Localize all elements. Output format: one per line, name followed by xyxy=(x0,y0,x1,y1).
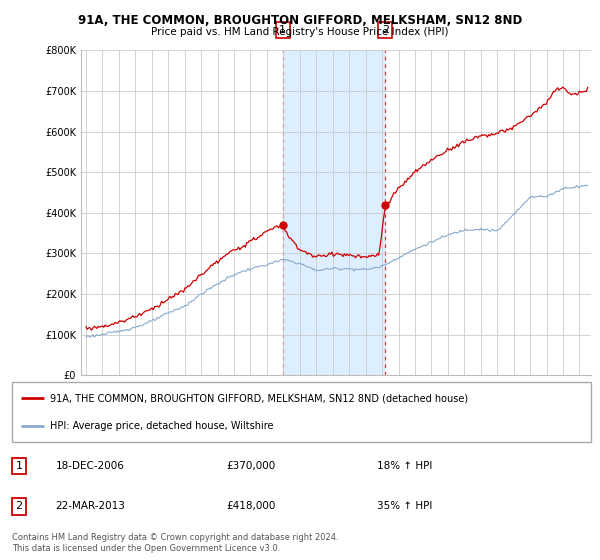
Text: 22-MAR-2013: 22-MAR-2013 xyxy=(55,501,125,511)
Text: 1: 1 xyxy=(279,25,286,35)
Text: 18-DEC-2006: 18-DEC-2006 xyxy=(55,461,124,471)
Text: 2: 2 xyxy=(382,25,389,35)
Text: 1: 1 xyxy=(16,461,22,471)
Text: £418,000: £418,000 xyxy=(226,501,275,511)
Text: 91A, THE COMMON, BROUGHTON GIFFORD, MELKSHAM, SN12 8ND: 91A, THE COMMON, BROUGHTON GIFFORD, MELK… xyxy=(78,14,522,27)
Text: 91A, THE COMMON, BROUGHTON GIFFORD, MELKSHAM, SN12 8ND (detached house): 91A, THE COMMON, BROUGHTON GIFFORD, MELK… xyxy=(50,393,468,403)
Text: HPI: Average price, detached house, Wiltshire: HPI: Average price, detached house, Wilt… xyxy=(50,421,273,431)
Text: 2: 2 xyxy=(16,501,23,511)
Text: £370,000: £370,000 xyxy=(226,461,275,471)
Text: 35% ↑ HPI: 35% ↑ HPI xyxy=(377,501,432,511)
Text: Price paid vs. HM Land Registry's House Price Index (HPI): Price paid vs. HM Land Registry's House … xyxy=(151,27,449,37)
Bar xyxy=(283,50,385,375)
Text: Contains HM Land Registry data © Crown copyright and database right 2024.
This d: Contains HM Land Registry data © Crown c… xyxy=(12,533,338,553)
Text: 18% ↑ HPI: 18% ↑ HPI xyxy=(377,461,432,471)
